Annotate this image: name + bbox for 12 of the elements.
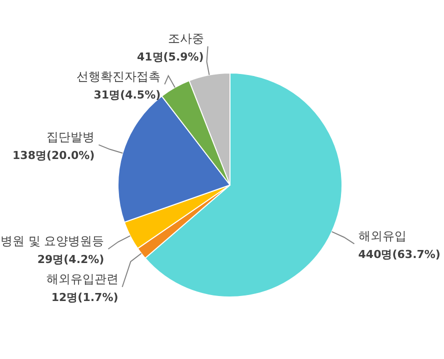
data-label: 31명(4.5%) bbox=[94, 88, 161, 102]
slice-label: 선행확진자접촉 bbox=[76, 69, 161, 84]
slice-label: 집단발병 bbox=[46, 130, 95, 144]
slice-label: 해외유입관련 bbox=[46, 272, 118, 286]
data-label: 41명(5.9%) bbox=[136, 50, 204, 64]
data-label: 440명(63.7%) bbox=[358, 248, 440, 261]
data-label: 12명(1.7%) bbox=[51, 290, 118, 304]
data-label: 138명(20.0%) bbox=[12, 148, 95, 162]
slice-label: 병원 및 요양병원등 bbox=[0, 234, 104, 248]
slice-label: 조사중 bbox=[168, 31, 204, 46]
slice-label: 해외유입 bbox=[358, 228, 406, 243]
data-label: 29명(4.2%) bbox=[37, 252, 104, 266]
